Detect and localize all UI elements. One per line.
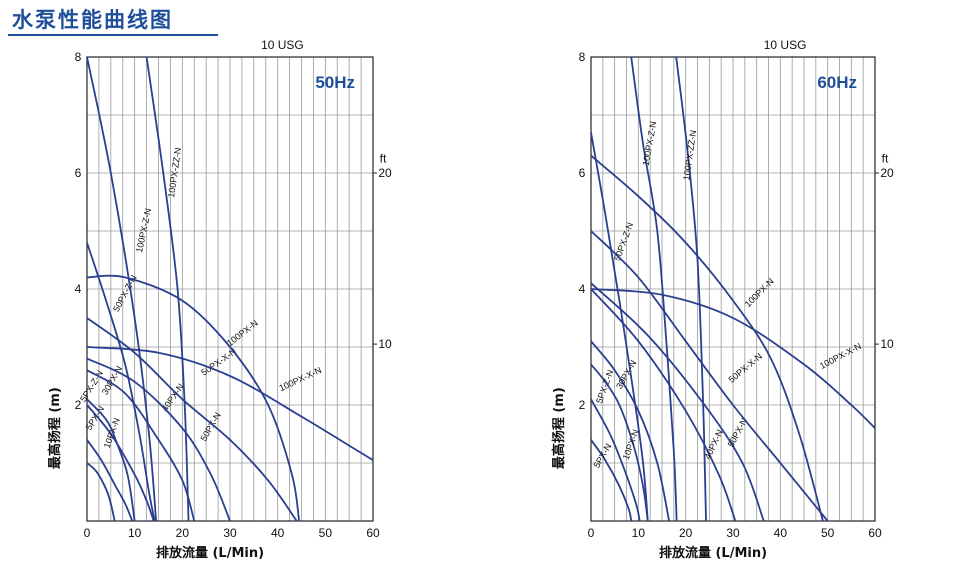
- chart-1-curve-30px-n: [86, 398, 136, 522]
- page-title: 水泵性能曲线图: [12, 8, 173, 32]
- chart-2-x-tick-label: 40: [774, 526, 788, 540]
- chart-1-curve-100px-zz-n: [145, 56, 190, 522]
- chart-2-y-tick-label: 2: [579, 398, 586, 412]
- chart-2-top-label: 10 USG: [764, 38, 807, 52]
- chart-2-curve-label-50px-x-n: 50PX-X-N: [727, 351, 764, 385]
- chart-2-curve-100px-zz-n: [675, 56, 707, 522]
- chart-1-ft-tick-label: 20: [378, 166, 392, 180]
- chart-2-curve-5px-n: [590, 439, 633, 522]
- chart-1-curve-50px-n: [86, 357, 231, 522]
- chart-1-curve-100px-x-n: [86, 346, 374, 461]
- chart-2-x-tick-label: 10: [632, 526, 646, 540]
- chart-1-curve-label-40px-n: 40PX-N: [160, 382, 186, 414]
- chart-2-curve-100px-x-n: [590, 288, 876, 429]
- title-underline: [8, 34, 218, 36]
- chart-2-curve-label-5px-z-n: 5PX-Z-N: [594, 368, 615, 404]
- chart-2-curve-10px-n: [590, 363, 649, 522]
- chart-2-y-tick-label: 4: [579, 282, 586, 296]
- chart-1-x-tick-label: 0: [84, 526, 91, 540]
- chart-1-x-tick-label: 20: [176, 526, 190, 540]
- chart-2-y-axis-title: 最高扬程 (m): [551, 387, 567, 469]
- chart-2-curve-50px-z-n: [590, 132, 649, 522]
- chart-1-y-tick-label: 4: [75, 282, 82, 296]
- chart-1-x-tick-label: 40: [271, 526, 285, 540]
- chart-2-frequency-label: 60Hz: [817, 73, 857, 92]
- chart-2-curve-5px-z-n: [590, 398, 641, 522]
- chart-2-curve-50px-n: [590, 282, 765, 522]
- chart-1-y-tick-label: 2: [75, 398, 82, 412]
- chart-1-x-tick-label: 60: [366, 526, 380, 540]
- chart-1-ft-tick-label: 10: [378, 337, 392, 351]
- chart-1-x-tick-label: 30: [223, 526, 237, 540]
- chart-1-x-tick-label: 50: [319, 526, 333, 540]
- chart-2-curve-30px-n: [590, 340, 670, 522]
- chart-2-x-tick-label: 0: [588, 526, 595, 540]
- chart-2-ft-tick-label: 10: [880, 337, 894, 351]
- chart-2-curve-100px-z-n: [630, 56, 678, 522]
- chart-2-x-tick-label: 60: [868, 526, 882, 540]
- chart-1-curve-100px-n: [86, 274, 301, 522]
- chart-1-curve-label-100px-zz-n: 100PX-ZZ-N: [166, 147, 183, 198]
- chart-1-curve-50px-z-n: [86, 242, 156, 522]
- chart-1-curve-label-5px-z-n: 5PX-Z-N: [78, 369, 105, 404]
- chart-2-curve-label-100px-n: 100PX-N: [743, 276, 776, 309]
- chart-2-ft-unit-label: ft: [882, 152, 889, 166]
- chart-1-x-tick-label: 10: [128, 526, 142, 540]
- chart-2-x-tick-label: 20: [679, 526, 693, 540]
- chart-2-curve-100px-n: [590, 154, 824, 522]
- chart-2-x-tick-label: 50: [821, 526, 835, 540]
- chart-1-curve-label-100px-x-n: 100PX-X-N: [277, 365, 322, 393]
- chart-1-curve-label-100px-z-n: 100PX-Z-N: [134, 207, 153, 253]
- chart-2-curve-50px-x-n: [590, 230, 829, 522]
- chart-2-y-tick-label: 6: [579, 166, 586, 180]
- chart-1-y-tick-label: 8: [75, 50, 82, 64]
- chart-2-ft-tick-label: 20: [880, 166, 894, 180]
- chart-1-top-label: 10 USG: [261, 38, 304, 52]
- chart-2-curve-label-10px-n: 10PX-N: [621, 428, 641, 461]
- chart-1-curve-5px-n: [86, 462, 116, 522]
- chart-2-x-axis-title: 排放流量 (L/Min): [659, 545, 767, 561]
- chart-1-y-axis-title: 最高扬程 (m): [47, 387, 63, 469]
- chart-2-x-tick-label: 30: [726, 526, 740, 540]
- chart-2-curve-label-50px-z-n: 50PX-Z-N: [612, 221, 635, 262]
- chart-1-frequency-label: 50Hz: [315, 73, 355, 92]
- chart-1-curve-10px-n: [86, 404, 155, 522]
- chart-1-curve-5px-z-n: [86, 439, 134, 522]
- chart-2-y-tick-label: 8: [579, 50, 586, 64]
- chart-1-ft-unit-label: ft: [380, 152, 387, 166]
- chart-1-x-axis-title: 排放流量 (L/Min): [156, 545, 264, 561]
- chart-1-curve-label-10px-n: 10PX-N: [102, 416, 122, 449]
- chart-1-y-tick-label: 6: [75, 166, 82, 180]
- chart-2-curve-label-100px-x-n: 100PX-X-N: [818, 341, 863, 371]
- chart-1-curve-100px-z-n: [86, 56, 158, 522]
